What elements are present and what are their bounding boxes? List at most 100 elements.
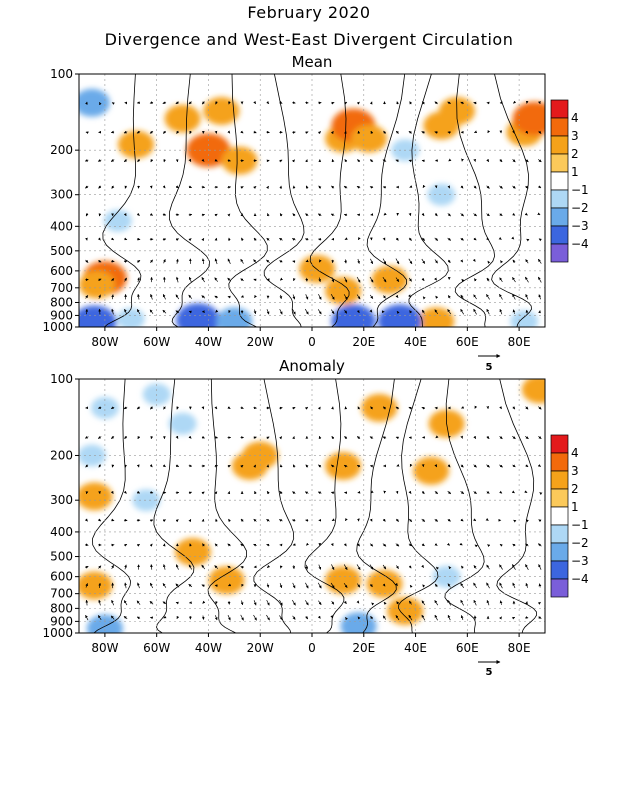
wind-vector <box>357 258 360 264</box>
contour-line <box>253 379 295 633</box>
wind-vector <box>473 185 477 189</box>
wind-vector <box>162 601 167 605</box>
wind-vector <box>357 543 360 547</box>
wind-vector <box>266 259 270 263</box>
wind-vector <box>136 309 141 315</box>
wind-vector <box>162 130 166 134</box>
wind-vector <box>137 277 140 282</box>
wind-vector <box>357 406 361 410</box>
wind-vector <box>525 464 529 468</box>
wind-vector <box>512 582 516 589</box>
wind-vector <box>395 237 399 241</box>
streamfunction-contours-mean <box>102 74 532 327</box>
divergence-cell <box>325 276 362 305</box>
legend-swatch <box>550 207 569 227</box>
wind-vector <box>292 582 296 589</box>
legend-swatch <box>550 189 569 209</box>
wind-vector <box>487 130 491 134</box>
wind-vector <box>344 130 347 134</box>
wind-vector <box>214 258 218 265</box>
x-tick-label: 40W <box>195 335 222 349</box>
wind-vector <box>382 185 386 189</box>
wind-vector <box>279 159 283 163</box>
wind-vector <box>317 491 322 495</box>
divergence-cell <box>79 305 117 327</box>
wind-vector <box>421 614 426 621</box>
wind-vector <box>292 238 296 241</box>
wind-vector <box>409 463 413 467</box>
wind-vector <box>331 277 335 283</box>
wind-vector <box>123 600 128 606</box>
x-tick-label: 0 <box>308 641 316 655</box>
wind-vector <box>98 259 102 263</box>
wind-vector <box>486 600 490 606</box>
wind-vector <box>98 213 102 217</box>
wind-vector <box>538 519 542 523</box>
wind-vector <box>266 583 270 588</box>
wind-vector <box>460 237 464 241</box>
wind-vector <box>499 490 503 494</box>
wind-vector <box>409 310 413 314</box>
wind-vector <box>227 614 231 621</box>
legend-swatch <box>550 488 569 508</box>
wind-vector <box>305 294 309 300</box>
contour-line <box>263 74 305 327</box>
wind-vector <box>408 212 412 216</box>
wind-vector <box>408 518 413 522</box>
wind-vector <box>525 582 529 588</box>
wind-vector <box>240 278 244 282</box>
legend-swatch <box>550 560 569 580</box>
wind-vector <box>538 130 542 134</box>
wind-vector <box>162 543 166 547</box>
wind-vector <box>356 310 360 314</box>
wind-vector <box>201 213 205 217</box>
wind-vector <box>318 238 322 241</box>
wind-vector <box>123 260 128 263</box>
wind-vector <box>538 564 542 570</box>
wind-vector <box>254 294 257 299</box>
wind-vector <box>499 277 503 282</box>
x-tick-label: 40E <box>404 335 427 349</box>
y-tick-label: 200 <box>50 448 73 462</box>
wind-vector <box>111 518 115 522</box>
wind-vector <box>214 213 218 217</box>
wind-vector <box>525 276 529 283</box>
wind-vector <box>499 543 503 547</box>
wind-vector <box>162 464 166 468</box>
wind-vector <box>202 600 206 604</box>
wind-vector <box>447 213 451 217</box>
wind-vector <box>407 294 411 298</box>
wind-vector <box>292 436 295 440</box>
wind-vector <box>473 464 477 468</box>
wind-vector <box>227 464 231 468</box>
wind-vector <box>123 490 127 494</box>
wind-vector <box>150 159 154 163</box>
x-tick-label: 0 <box>308 335 316 349</box>
y-tick-label: 1000 <box>42 626 73 640</box>
wind-vector <box>369 583 373 588</box>
wind-vector <box>538 436 542 439</box>
wind-vector <box>330 464 335 468</box>
wind-vector <box>421 491 425 495</box>
wind-vector <box>85 464 89 468</box>
wind-vector <box>163 259 166 264</box>
wind-vector <box>150 293 153 300</box>
wind-vector <box>421 101 425 105</box>
wind-vector <box>331 518 335 521</box>
contour-line <box>408 74 449 327</box>
wind-vector <box>162 185 166 189</box>
wind-vector <box>214 435 218 439</box>
vector-scale-anomaly: 5 <box>478 660 501 678</box>
wind-vector <box>537 464 541 467</box>
wind-vector <box>110 406 115 409</box>
wind-vector <box>460 259 464 263</box>
wind-vector <box>227 277 232 282</box>
wind-vector <box>434 309 438 314</box>
wind-vector <box>499 213 503 216</box>
wind-vector <box>537 601 541 605</box>
wind-vector <box>512 464 516 468</box>
wind-vector <box>292 213 296 217</box>
wind-vector <box>461 565 464 569</box>
wind-vector <box>162 294 166 300</box>
wind-vector <box>512 406 516 410</box>
